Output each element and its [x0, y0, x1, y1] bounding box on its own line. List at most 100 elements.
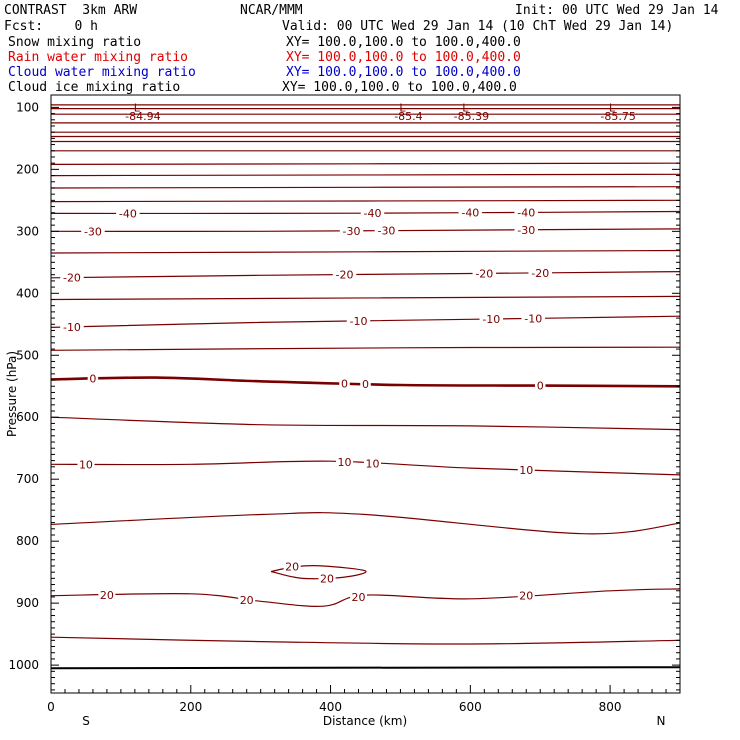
low-marker-1: L: [399, 102, 406, 115]
org-label: NCAR/MMM: [240, 3, 303, 18]
isotherm-label-t-20-0: -20: [63, 272, 81, 285]
isotherm-label-t0-1-bg: [339, 377, 350, 390]
isotherm-t-30: [50, 228, 681, 232]
isotherm-label-t10-0: 10: [79, 458, 93, 471]
isotherm-label-t-10-0: -10: [63, 321, 81, 334]
x-tick-label-200: 200: [179, 700, 202, 714]
isotherm-label-t-10-0-bg: [60, 320, 84, 333]
isotherm-label-t10-2: 10: [365, 457, 379, 470]
y-axis-label: Pressure (hPa): [5, 351, 19, 437]
contour-label-layer: -40 -40 -40 -40-30 -30 -30 -30-20 -20 -20 -20-10-…: [60, 102, 636, 607]
y-tick-label-800: 800: [16, 534, 39, 548]
isotherm-line-17: [50, 636, 681, 645]
isotherm-label-t10-3-bg: [517, 463, 535, 476]
isotherm-label-t20-3: 20: [519, 590, 533, 603]
forecast-hour: Fcst: 0 h: [4, 19, 98, 34]
isotherm-label-t20-2-bg: [350, 590, 368, 603]
x-tick-label-0: 0: [47, 700, 55, 714]
isotherm-label-t20-1: 20: [240, 594, 254, 607]
ground-line: [50, 666, 681, 670]
isotherm-label-t-20-1-bg: [332, 268, 357, 281]
field-xy-cloud-water: XY= 100.0,100.0 to 100.0,400.0: [286, 65, 521, 80]
plot-frame: [50, 94, 681, 694]
y-tick-label-900: 900: [16, 596, 39, 610]
isotherm-label-t-30-0-bg: [81, 225, 105, 238]
isotherm-label-t0-0: 0: [89, 373, 96, 386]
isotherm-label-t-30-2: -30: [377, 225, 395, 238]
x-axis-label: Distance (km): [323, 714, 407, 728]
isotherm-label-t0-1: 0: [341, 378, 348, 391]
isotherm-line-10: [50, 186, 681, 189]
field-label-snow: Snow mixing ratio: [8, 35, 142, 50]
isotherm-line-13: [50, 295, 681, 301]
isotherm-label-t-30-1: -30: [343, 225, 361, 238]
isotherm-label-t-20-2-bg: [472, 267, 497, 280]
y-tick-label-1000: 1000: [8, 658, 39, 672]
isotherm-label-t-30-1-bg: [339, 224, 364, 237]
isotherm-line-12: [50, 249, 681, 254]
low-value-2: -85.39: [454, 110, 489, 123]
isotherm-label-t20-2: 20: [352, 591, 366, 604]
isotherm-label-t20-0-bg: [98, 588, 116, 601]
field-label-cloud-water: Cloud water mixing ratio: [8, 65, 196, 80]
isotherm-t-20: [50, 271, 681, 279]
field-label-cloud-ice: Cloud ice mixing ratio: [8, 80, 181, 95]
isotherm-label-t-40-2: -40: [461, 207, 479, 220]
field-xy-snow: XY= 100.0,100.0 to 100.0,400.0: [286, 35, 521, 50]
y-tick-label-300: 300: [16, 224, 39, 238]
isotherm-label-t-40-3-bg: [514, 206, 538, 219]
isotherm-label-t-10-1-bg: [346, 314, 371, 327]
loop-label-t20-cell-0-bg: [283, 560, 301, 573]
isotherm-label-t20-1-bg: [238, 593, 256, 606]
loop-label-t20-cell-0: 20: [285, 561, 299, 574]
isotherm-label-t0-0-bg: [87, 372, 99, 385]
isotherm-label-t-30-3: -30: [517, 224, 535, 237]
low-marker-0: L: [134, 102, 141, 115]
loop-label-t20-cell-1: 20: [320, 572, 334, 585]
isotherm-label-t-20-3: -20: [531, 267, 549, 280]
isotherm-label-t0-2-bg: [360, 378, 371, 391]
isotherm-label-t-20-3-bg: [528, 266, 552, 279]
y-tick-label-200: 200: [16, 162, 39, 176]
isotherm-line-9: [50, 173, 681, 177]
isotherm-label-t20-3-bg: [517, 589, 535, 602]
low-value-0: -84.94: [125, 110, 160, 123]
y-tick-label-400: 400: [16, 286, 39, 300]
init-time: Init: 00 UTC Wed 29 Jan 14: [515, 3, 719, 18]
field-xy-cloud-ice: XY= 100.0,100.0 to 100.0,400.0: [282, 80, 517, 95]
x-tick-label-800: 800: [599, 700, 622, 714]
isotherm-label-t-20-2: -20: [475, 267, 493, 280]
isotherm-line-8: [50, 162, 681, 165]
isotherm-label-t10-0-bg: [77, 458, 95, 471]
isotherm-label-t-30-0: -30: [84, 225, 102, 238]
y-tick-label-100: 100: [16, 100, 39, 114]
isotherm-label-t0-2: 0: [362, 378, 369, 391]
isotherm-label-t-20-1: -20: [336, 269, 354, 282]
valid-time: Valid: 00 UTC Wed 29 Jan 14 (10 ChT Wed …: [282, 19, 674, 34]
south-end-label: S: [82, 714, 90, 728]
isotherm-label-t-20-0-bg: [60, 271, 84, 284]
y-tick-label-700: 700: [16, 472, 39, 486]
isotherm-label-t-40-0-bg: [116, 207, 140, 220]
isotherm-label-t-40-3: -40: [517, 206, 535, 219]
isotherm-line-11: [50, 199, 681, 203]
isotherm-label-t-10-2: -10: [482, 313, 500, 326]
loop-label-t20-cell-1-bg: [318, 572, 336, 585]
isotherm-label-t10-3: 10: [519, 464, 533, 477]
x-tick-label-600: 600: [459, 700, 482, 714]
isotherm-line-14: [50, 346, 681, 351]
isotherm-label-t-10-3: -10: [524, 312, 542, 325]
model-title: CONTRAST 3km ARW: [4, 3, 138, 18]
isotherm-label-t-40-1: -40: [364, 207, 382, 220]
isotherm-label-t-30-3-bg: [514, 223, 538, 236]
field-label-rain: Rain water mixing ratio: [8, 50, 189, 65]
isotherm-label-t-10-2-bg: [479, 313, 504, 326]
low-marker-3: L: [609, 102, 616, 115]
low-value-1: -85.4: [394, 110, 422, 123]
isotherm-label-t-30-2-bg: [374, 224, 399, 237]
low-value-3: -85.75: [600, 110, 635, 123]
isotherm-label-t10-1-bg: [336, 455, 354, 468]
isotherm-label-t-40-1-bg: [360, 207, 385, 220]
y-tick-label-500: 500: [16, 348, 39, 362]
